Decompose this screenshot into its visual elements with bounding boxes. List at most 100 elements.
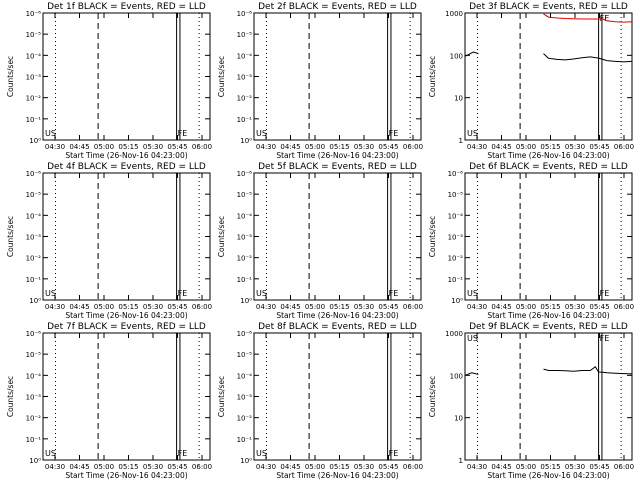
start-marker: US xyxy=(256,449,267,458)
y-axis-label: Counts/sec xyxy=(6,56,15,97)
x-tick-label: 05:15 xyxy=(118,463,138,471)
x-tick-label: 05:15 xyxy=(540,143,560,151)
x-tick-label: 05:45 xyxy=(378,303,398,311)
y-tick-label: 10⁻³ xyxy=(237,394,253,402)
x-tick-label: 06:00 xyxy=(614,463,634,471)
y-tick-label: 10⁻² xyxy=(237,255,253,263)
y-tick-label: 10⁻² xyxy=(237,95,253,103)
y-tick-label: 10⁻¹ xyxy=(26,436,42,444)
x-tick-label: 06:00 xyxy=(614,143,634,151)
x-tick-label: 05:30 xyxy=(354,303,374,311)
x-tick-label: 05:30 xyxy=(565,463,585,471)
plot-frame xyxy=(253,12,422,141)
events-series-line xyxy=(464,51,479,57)
start-marker: US xyxy=(467,129,478,138)
start-marker: US xyxy=(256,289,267,298)
y-tick-label: 10⁻⁶ xyxy=(237,170,253,178)
y-tick-label: 1 xyxy=(459,457,463,465)
x-tick-label: 04:30 xyxy=(45,303,65,311)
x-tick-label: 06:00 xyxy=(403,143,423,151)
x-tick-label: 04:30 xyxy=(256,463,276,471)
events-series-line xyxy=(543,53,633,63)
y-axis-label: Counts/sec xyxy=(217,56,226,97)
x-tick-label: 04:45 xyxy=(69,143,89,151)
end-marker: FE xyxy=(600,334,610,343)
detector-panel-2: Det 2f BLACK = Events, RED = LLD 10⁰ 10⁻¹ 1… xyxy=(217,2,423,160)
y-tick-label: 10⁻⁴ xyxy=(237,212,253,220)
y-axis-label: Counts/sec xyxy=(6,216,15,257)
y-tick-label: 10⁻⁶ xyxy=(26,330,42,338)
y-tick-label: 10⁻⁶ xyxy=(26,170,42,178)
plot-frame xyxy=(42,332,211,461)
x-tick-label: 04:45 xyxy=(69,463,89,471)
end-marker: FE xyxy=(389,289,399,298)
x-tick-label: 05:00 xyxy=(94,303,114,311)
plot-frame xyxy=(464,332,633,461)
y-tick-label: 10⁻³ xyxy=(237,74,253,82)
y-tick-label: 10⁻⁵ xyxy=(448,191,464,199)
y-tick-label: 10⁻⁶ xyxy=(237,10,253,18)
x-tick-label: 05:00 xyxy=(305,463,325,471)
x-tick-label: 04:30 xyxy=(467,143,487,151)
y-tick-label: 10⁻⁶ xyxy=(237,330,253,338)
x-tick-label: 05:00 xyxy=(305,143,325,151)
y-tick-label: 10⁰ xyxy=(29,137,41,145)
x-tick-label: 04:45 xyxy=(69,303,89,311)
y-tick-label: 10⁻² xyxy=(26,415,42,423)
detector-panel-4: Det 4f BLACK = Events, RED = LLD 10⁰ 10⁻¹ 1… xyxy=(6,162,212,320)
y-tick-label: 10⁻¹ xyxy=(26,276,42,284)
x-tick-label: 05:30 xyxy=(565,303,585,311)
y-tick-label: 10⁻⁴ xyxy=(237,372,253,380)
y-tick-label: 10⁻⁶ xyxy=(448,170,464,178)
x-tick-label: 04:30 xyxy=(45,143,65,151)
x-tick-label: 05:45 xyxy=(378,143,398,151)
panel-title: Det 8f BLACK = Events, RED = LLD xyxy=(258,322,417,332)
x-tick-label: 05:00 xyxy=(94,143,114,151)
detector-panel-1: Det 1f BLACK = Events, RED = LLD 10⁰ 10⁻¹ 1… xyxy=(6,2,212,160)
y-tick-label: 10 xyxy=(454,415,463,423)
panel-title: Det 2f BLACK = Events, RED = LLD xyxy=(258,2,417,12)
y-tick-label: 10⁻² xyxy=(448,255,464,263)
x-tick-label: 04:30 xyxy=(467,303,487,311)
start-marker: US xyxy=(467,289,478,298)
y-tick-label: 10⁻⁴ xyxy=(237,52,253,60)
detector-panel-6: Det 6f BLACK = Events, RED = LLD 10⁰ 10⁻¹ 1… xyxy=(428,162,634,320)
y-tick-label: 10⁻³ xyxy=(26,74,42,82)
y-tick-label: 10⁻⁵ xyxy=(237,31,253,39)
y-tick-label: 10⁻¹ xyxy=(26,116,42,124)
y-tick-label: 10⁻⁵ xyxy=(26,351,42,359)
y-tick-label: 10⁻¹ xyxy=(237,436,253,444)
x-tick-label: 05:15 xyxy=(329,143,349,151)
end-marker: FE xyxy=(178,129,188,138)
end-marker: FE xyxy=(600,289,610,298)
y-tick-label: 10⁰ xyxy=(451,297,463,305)
start-marker: US xyxy=(45,449,56,458)
x-tick-label: 05:30 xyxy=(565,143,585,151)
x-tick-label: 05:00 xyxy=(516,463,536,471)
y-tick-label: 10⁻⁴ xyxy=(26,372,42,380)
y-tick-label: 10⁻² xyxy=(26,95,42,103)
x-tick-label: 05:30 xyxy=(143,303,163,311)
panel-title: Det 6f BLACK = Events, RED = LLD xyxy=(469,162,628,172)
plot-frame xyxy=(253,332,422,461)
y-tick-label: 10⁻⁶ xyxy=(26,10,42,18)
x-tick-label: 05:15 xyxy=(329,463,349,471)
y-tick-label: 10⁻⁵ xyxy=(237,191,253,199)
x-tick-label: 05:00 xyxy=(516,303,536,311)
x-tick-label: 04:45 xyxy=(491,303,511,311)
x-tick-label: 06:00 xyxy=(192,463,212,471)
x-tick-label: 04:45 xyxy=(491,143,511,151)
plot-frame xyxy=(42,12,211,141)
y-tick-label: 10⁻³ xyxy=(237,234,253,242)
x-axis-label: Start Time (26-Nov-16 04:23:00) xyxy=(65,151,187,160)
end-marker: FE xyxy=(389,129,399,138)
detector-panel-9: Det 9f BLACK = Events, RED = LLD 1 10 100 10… xyxy=(428,322,634,480)
start-marker: US xyxy=(45,129,56,138)
x-axis-label: Start Time (26-Nov-16 04:23:00) xyxy=(65,311,187,320)
x-tick-label: 05:15 xyxy=(118,303,138,311)
start-marker: US xyxy=(467,334,478,343)
y-axis-label: Counts/sec xyxy=(428,56,437,97)
plot-frame xyxy=(464,172,633,301)
y-tick-label: 10⁻² xyxy=(26,255,42,263)
